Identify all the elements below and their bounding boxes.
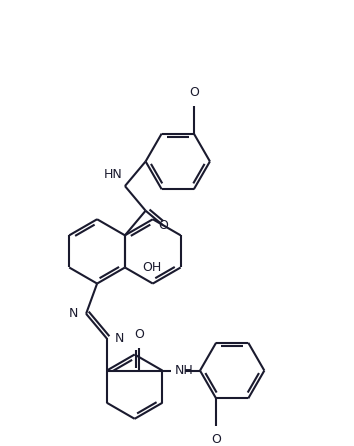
Text: O: O — [158, 219, 168, 231]
Text: O: O — [189, 87, 199, 99]
Text: HN: HN — [104, 168, 123, 181]
Text: N: N — [69, 307, 78, 320]
Text: OH: OH — [142, 261, 162, 274]
Text: NH: NH — [175, 364, 194, 377]
Text: O: O — [134, 328, 144, 341]
Text: N: N — [115, 332, 124, 345]
Text: O: O — [211, 433, 221, 446]
